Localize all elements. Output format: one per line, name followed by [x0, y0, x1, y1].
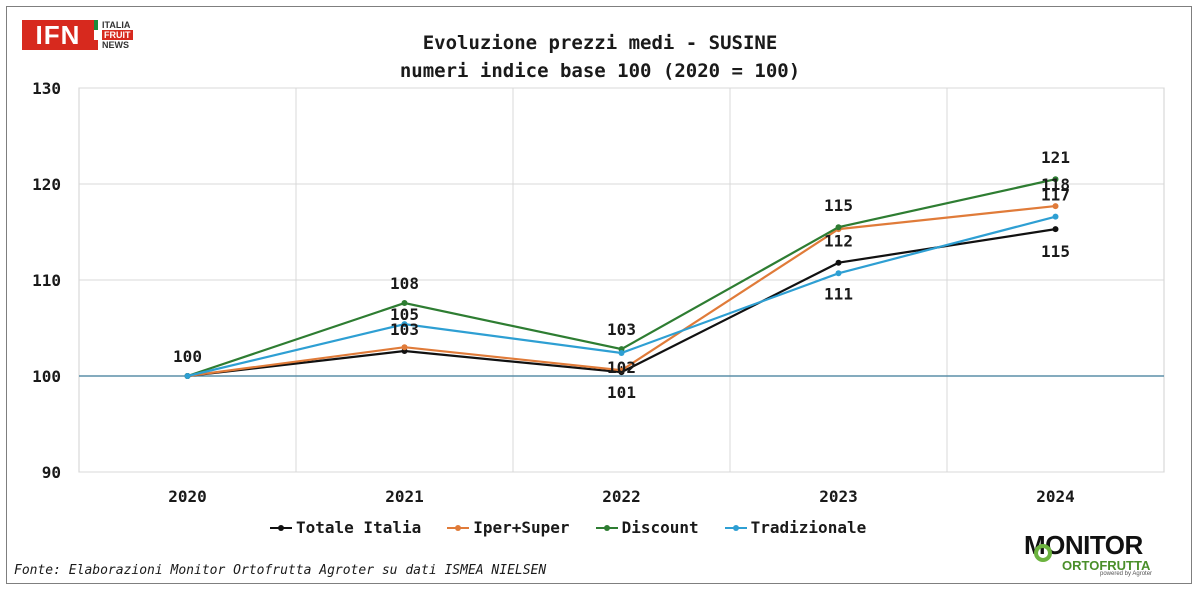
legend-item: Totale Italia	[270, 518, 421, 537]
legend-item: Iper+Super	[447, 518, 570, 537]
x-tick-label: 2021	[385, 487, 424, 506]
data-label: 118	[1041, 175, 1070, 194]
ifn-logo-line3: NEWS	[102, 40, 129, 50]
data-point	[835, 270, 842, 277]
legend-item: Discount	[595, 518, 699, 537]
chart-frame	[6, 6, 1192, 584]
ifn-logo-mark: IFN	[22, 20, 94, 50]
data-label: 121	[1041, 148, 1070, 167]
chart-subtitle: numeri indice base 100 (2020 = 100)	[399, 60, 801, 82]
data-point	[401, 300, 408, 307]
legend-item: Tradizionale	[724, 518, 867, 537]
data-point	[1052, 213, 1059, 220]
data-point	[835, 259, 842, 266]
data-point	[401, 344, 408, 351]
legend-swatch	[270, 522, 292, 534]
source-note: Fonte: Elaborazioni Monitor Ortofrutta A…	[14, 563, 547, 578]
monitor-logo-tag: powered by Agroter	[1100, 571, 1153, 577]
legend-swatch-dot	[278, 524, 284, 531]
data-label: 102	[607, 358, 636, 377]
data-label: 103	[390, 320, 419, 339]
data-point	[618, 367, 625, 374]
legend-swatch	[724, 522, 747, 534]
legend-label: Totale Italia	[296, 518, 422, 537]
data-point	[1052, 203, 1059, 210]
legend-label: Discount	[621, 518, 699, 537]
data-point	[1052, 176, 1059, 183]
x-tick-label: 2022	[602, 487, 641, 506]
legend-swatch-dot	[732, 524, 739, 531]
data-label: 112	[824, 232, 853, 251]
data-label: 101	[607, 383, 636, 402]
ifn-logo-flag	[94, 20, 98, 50]
y-tick-label: 130	[32, 79, 61, 98]
data-label: 115	[1041, 242, 1070, 261]
chart-title: Evoluzione prezzi medi - SUSINE	[422, 32, 778, 54]
magnifier-icon	[1034, 544, 1052, 562]
legend-label: Tradizionale	[750, 518, 867, 537]
y-tick-label: 110	[32, 271, 61, 290]
legend-swatch	[595, 522, 618, 534]
monitor-logo-sub: ORTOFRUTTA	[1062, 558, 1151, 573]
data-label: 105	[390, 305, 419, 324]
monitor-ortofrutta-logo: MONITOR ORTOFRUTTA powered by Agroter	[1024, 530, 1184, 577]
ifn-logo-line2: FRUIT	[102, 30, 133, 40]
data-point	[401, 321, 408, 328]
x-tick-label: 2020	[168, 487, 207, 506]
data-label: 100	[173, 347, 202, 366]
data-label: 103	[607, 320, 636, 339]
legend-label: Iper+Super	[473, 518, 570, 537]
data-label: 111	[824, 284, 853, 303]
legend-swatch-dot	[455, 524, 462, 531]
x-tick-label: 2023	[819, 487, 858, 506]
legend: Totale Italia Iper+Super Discount Tradizion…	[270, 518, 866, 537]
data-point	[835, 224, 842, 231]
ifn-logo-text: ITALIA FRUIT NEWS	[102, 20, 133, 50]
ifn-logo: IFN ITALIA FRUIT NEWS	[22, 20, 140, 52]
y-tick-label: 120	[32, 175, 61, 194]
data-label: 108	[390, 274, 419, 293]
data-point	[618, 349, 625, 356]
ifn-logo-line1: ITALIA	[102, 20, 131, 30]
y-tick-label: 100	[32, 367, 61, 386]
data-label: 117	[1041, 186, 1070, 205]
data-point	[1052, 226, 1059, 233]
legend-swatch	[447, 522, 470, 534]
data-point	[184, 373, 191, 379]
x-tick-label: 2024	[1036, 487, 1075, 506]
legend-swatch-dot	[603, 524, 610, 531]
y-tick-label: 90	[42, 463, 61, 482]
data-label: 115	[824, 196, 853, 215]
